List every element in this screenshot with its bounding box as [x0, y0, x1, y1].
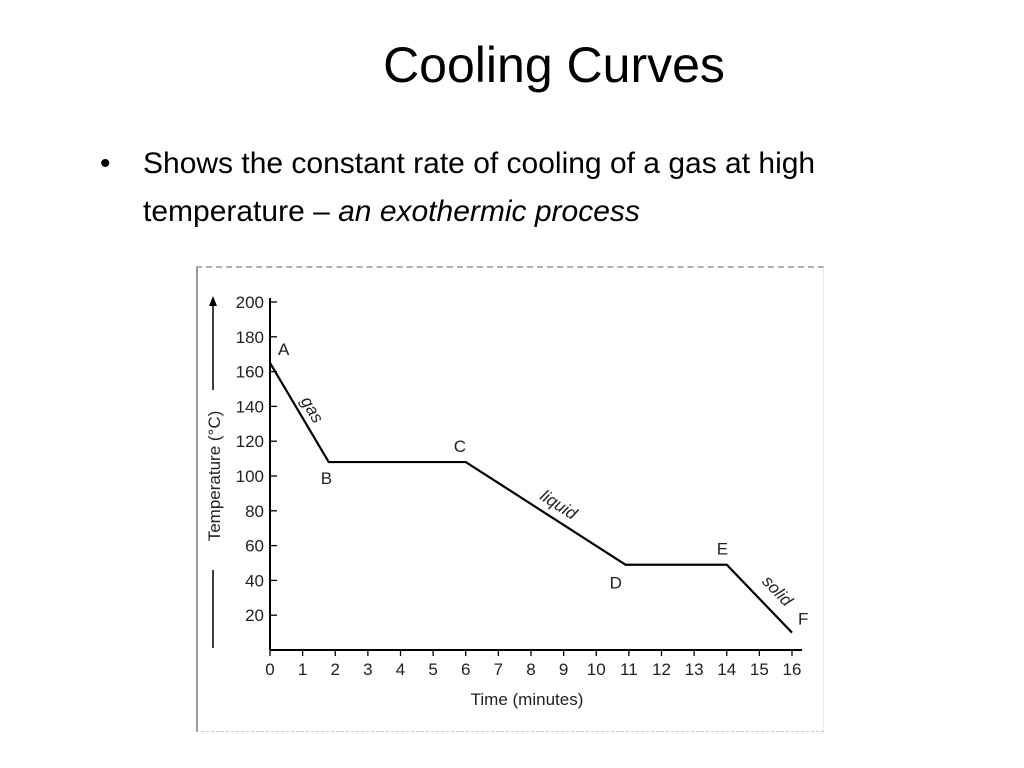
x-tick-label: 2 — [331, 660, 340, 679]
y-tick-label: 20 — [245, 606, 264, 625]
y-tick-label: 160 — [236, 363, 264, 382]
x-tick-label: 14 — [717, 660, 736, 679]
y-tick-label: 140 — [236, 397, 264, 416]
x-tick-label: 9 — [559, 660, 568, 679]
y-tick-label: 120 — [236, 432, 264, 451]
x-tick-label: 12 — [652, 660, 671, 679]
y-tick-label: 60 — [245, 537, 264, 556]
point-label-C: C — [454, 437, 466, 456]
x-tick-label: 7 — [494, 660, 503, 679]
bullet-plain-text: Shows the constant rate of cooling of a … — [143, 147, 816, 228]
point-label-D: D — [610, 574, 622, 593]
slide-title: Cooling Curves — [383, 37, 725, 93]
y-axis-arrow-head — [209, 296, 217, 306]
y-tick-label: 80 — [245, 502, 264, 521]
bullet-emphasis-text: an exothermic process — [338, 195, 640, 228]
bullet-text: Shows the constant rate of cooling of a … — [143, 140, 973, 236]
point-label-B: B — [321, 469, 332, 488]
y-tick-label: 180 — [236, 328, 264, 347]
cooling-curve-line — [269, 362, 793, 634]
x-tick-label: 8 — [526, 660, 535, 679]
x-tick-label: 4 — [396, 660, 405, 679]
x-tick-label: 15 — [750, 660, 769, 679]
x-tick-label: 13 — [685, 660, 704, 679]
bullet-dot-icon: • — [100, 147, 111, 180]
y-tick-label: 200 — [236, 293, 264, 312]
segment-label-gas: gas — [297, 393, 328, 427]
point-label-A: A — [278, 340, 290, 359]
x-tick-label: 11 — [620, 660, 638, 679]
x-tick-label: 16 — [783, 660, 802, 679]
x-tick-label: 6 — [461, 660, 470, 679]
x-tick-label: 1 — [298, 660, 307, 679]
y-axis-title: Temperature (°C) — [205, 411, 224, 542]
point-label-F: F — [798, 610, 808, 629]
x-tick-label: 5 — [428, 660, 437, 679]
x-tick-label: 3 — [363, 660, 372, 679]
x-tick-label: 10 — [587, 660, 606, 679]
y-tick-label: 100 — [236, 467, 264, 486]
x-axis-title: Time (minutes) — [471, 690, 584, 709]
point-label-E: E — [717, 540, 728, 559]
segment-label-liquid: liquid — [537, 486, 581, 524]
cooling-curve-figure — [196, 266, 824, 732]
y-tick-label: 40 — [245, 571, 264, 590]
x-tick-label: 0 — [265, 660, 274, 679]
